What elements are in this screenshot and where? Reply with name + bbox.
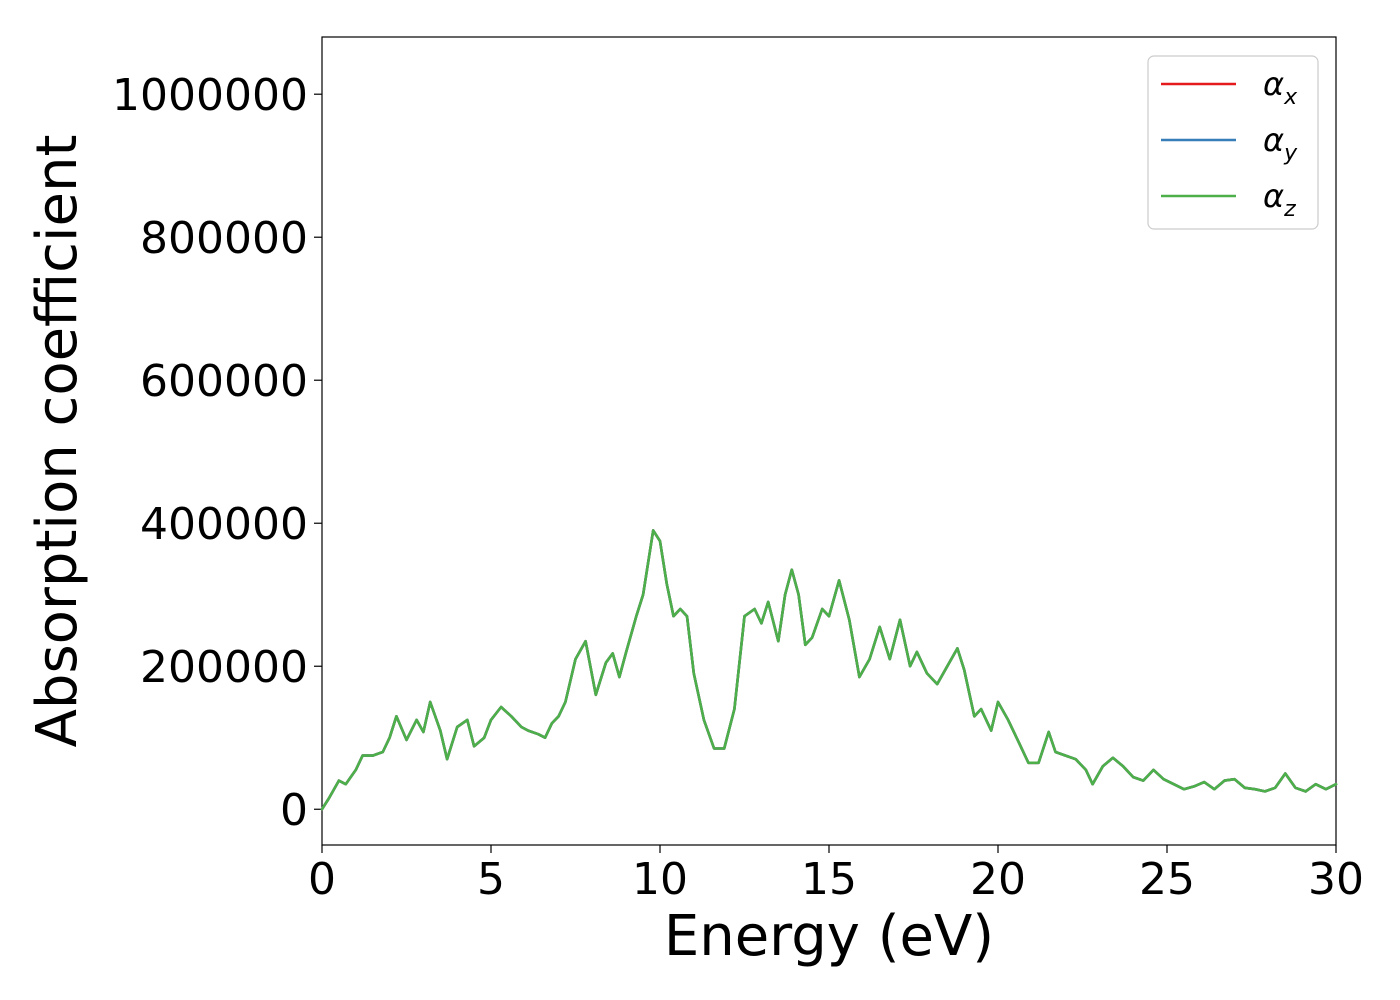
y-tick-label: 1000000 [112,70,308,121]
legend-label-y: αy [1263,121,1298,166]
legend-label-z: αz [1263,177,1296,222]
x-axis: 0 5 10 15 20 25 30 [308,845,1364,905]
series-line-z [320,529,1338,811]
legend-label-x: αx [1263,65,1298,110]
y-tick-label: 0 [280,785,308,836]
y-tick-label: 400000 [140,499,308,550]
series-lines [320,529,1338,811]
x-tick-label: 15 [801,854,857,905]
y-tick-label: 600000 [140,356,308,407]
legend: αx αy αz [1147,55,1319,230]
x-axis-title: Energy (eV) [664,904,994,969]
x-tick-label: 5 [477,854,505,905]
x-tick-label: 20 [970,854,1026,905]
x-tick-label: 0 [308,854,336,905]
y-axis-title: Absorption coefficient [25,135,90,748]
x-tick-label: 30 [1308,854,1364,905]
y-tick-label: 200000 [140,642,308,693]
legend-box [1147,55,1319,230]
x-tick-label: 25 [1139,854,1195,905]
y-axis: 0 200000 400000 600000 800000 1000000 [112,70,322,836]
y-tick-label: 800000 [140,213,308,264]
x-tick-label: 10 [632,854,688,905]
